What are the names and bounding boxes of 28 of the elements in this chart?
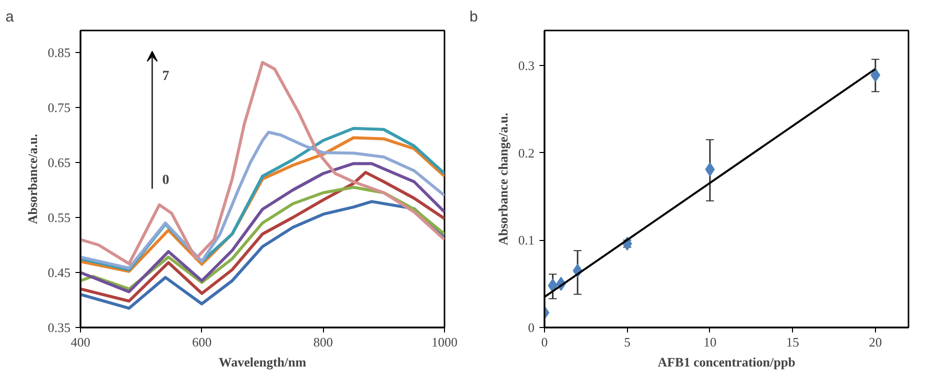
y-tick-label: 0.85	[48, 45, 70, 60]
y-tick-label: 0.75	[48, 100, 70, 115]
x-tick-label: 15	[786, 334, 800, 350]
y-axis-title: Absorbance/a.u.	[24, 134, 40, 224]
line-series	[80, 60, 444, 266]
chart-title: b	[470, 8, 478, 26]
x-axis-title: AFB1 concentration/ppb	[658, 354, 796, 370]
y-tick-label: 0.45	[48, 265, 70, 280]
x-tick-label: 400	[70, 334, 90, 350]
x-axis-title: Wavelength/nm	[218, 354, 306, 370]
x-tick-label: 600	[192, 334, 212, 350]
y-tick-label: 0.55	[48, 210, 70, 225]
annotation: 0	[162, 173, 170, 188]
x-tick-label: 0	[541, 334, 548, 350]
x-tick-label: 10	[703, 334, 716, 350]
y-tick-label: 0.35	[48, 320, 70, 335]
x-tick-label: 5	[624, 334, 630, 350]
x-tick-label: 800	[313, 334, 333, 350]
annotation: 7	[162, 69, 170, 84]
x-tick-label: 20	[868, 334, 882, 350]
y-tick-label: 0.3	[518, 58, 534, 73]
y-axis-title: Absorbance change/a.u.	[495, 112, 510, 246]
y-tick-label: 0.65	[48, 155, 70, 170]
y-tick-label: 0.2	[518, 145, 534, 160]
y-tick-label: 0	[528, 320, 534, 335]
y-tick-label: 0.1	[518, 232, 534, 248]
x-tick-label: 1000	[432, 334, 458, 350]
chart-title: a	[6, 8, 14, 26]
